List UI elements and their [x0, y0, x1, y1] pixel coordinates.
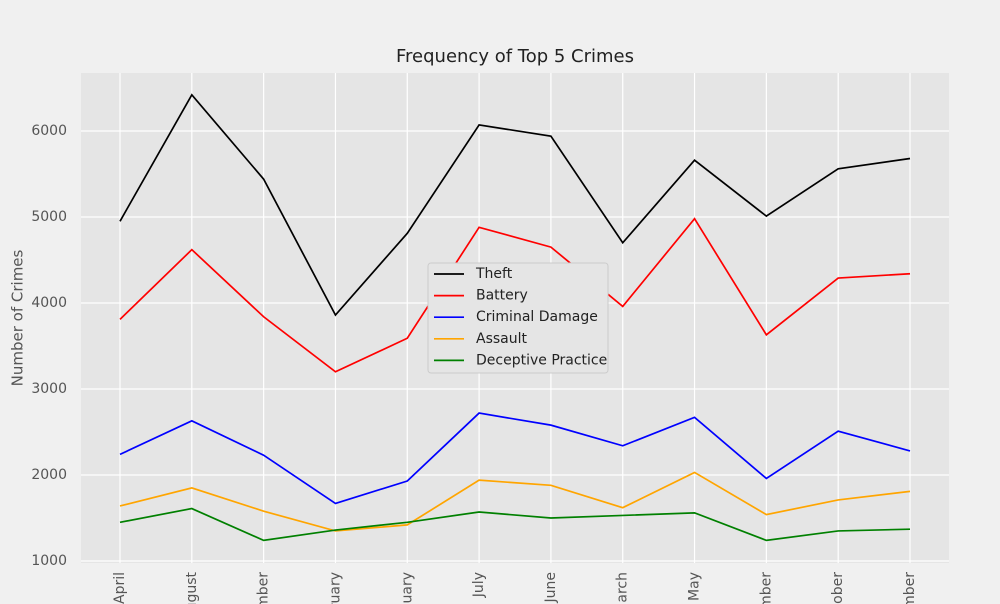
x-tick-label: June [543, 572, 559, 604]
y-tick-label: 5000 [31, 209, 67, 225]
legend-label: Battery [476, 288, 528, 304]
x-tick-label: December [256, 572, 272, 604]
y-tick-label: 2000 [31, 467, 67, 483]
line-series [119, 217, 911, 373]
x-tick-label: November [758, 572, 774, 604]
x-tick-label: March [615, 572, 631, 604]
legend-label: Criminal Damage [476, 309, 598, 325]
y-axis-label: Number of Crimes [9, 249, 27, 386]
line-series [119, 471, 911, 532]
line-series [119, 412, 911, 505]
x-tick-label: April [112, 572, 128, 604]
x-tick-label: January [399, 572, 415, 604]
legend-box [427, 262, 609, 374]
y-tick-label: 1000 [31, 553, 67, 569]
x-tick-label: August [184, 571, 200, 604]
y-tick-label: 3000 [31, 381, 67, 397]
legend-label: Deceptive Practice [476, 352, 607, 368]
line-series [119, 507, 911, 542]
line-series [119, 93, 911, 317]
x-tick-label: May [687, 572, 703, 601]
chart-title: Frequency of Top 5 Crimes [396, 46, 634, 67]
x-tick-label: February [327, 572, 343, 604]
x-tick-label: July [471, 572, 487, 598]
legend-label: Assault [476, 331, 528, 347]
x-tick-label: September [902, 572, 918, 604]
y-tick-label: 4000 [31, 295, 67, 311]
legend-label: Theft [475, 266, 513, 282]
y-tick-label: 6000 [31, 123, 67, 139]
x-tick-label: October [830, 572, 846, 604]
